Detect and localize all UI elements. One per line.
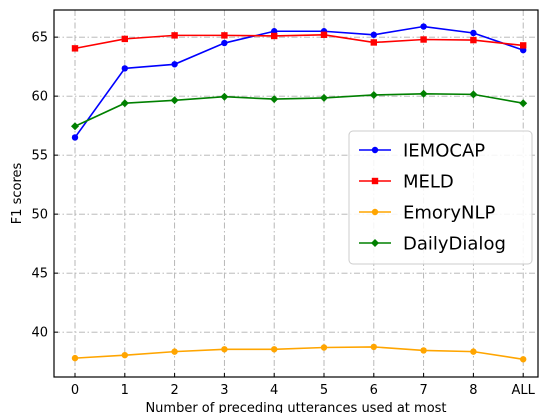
x-tick-label: 3 <box>220 383 228 398</box>
legend: IEMOCAP MELD EmoryNLP DailyDialog <box>348 130 533 265</box>
data-point-dailydialog <box>120 99 129 108</box>
data-point-iemocap <box>470 29 477 37</box>
x-tick-label: 6 <box>370 383 378 398</box>
y-axis-label: F1 scores <box>10 162 25 224</box>
y-tick-label: 45 <box>31 267 48 282</box>
y-tick-label: 40 <box>31 326 48 341</box>
y-tick-label: 60 <box>31 90 48 105</box>
data-point-meld <box>470 36 477 44</box>
series-dailydialog <box>71 89 528 131</box>
data-point-emorynlp <box>420 347 427 354</box>
series-layer <box>71 23 528 363</box>
data-point-dailydialog <box>469 90 478 99</box>
series-line-iemocap <box>74 25 524 138</box>
x-tick-label: 0 <box>71 383 79 398</box>
x-axis-label: Number of preceding utterances used at m… <box>145 401 446 413</box>
data-point-emorynlp <box>221 346 228 353</box>
legend-label-emorynlp: EmoryNLP <box>403 203 495 224</box>
data-point-meld <box>271 32 278 40</box>
data-point-dailydialog <box>71 122 79 131</box>
data-point-dailydialog <box>419 89 428 98</box>
data-point-dailydialog <box>519 99 528 108</box>
data-point-meld <box>121 35 128 43</box>
data-point-iemocap <box>121 65 128 72</box>
data-point-dailydialog <box>220 92 229 101</box>
data-point-dailydialog <box>369 90 378 99</box>
data-point-emorynlp <box>71 354 79 362</box>
data-point-meld <box>320 31 328 38</box>
data-point-dailydialog <box>270 95 279 104</box>
x-tick-label: 5 <box>320 383 328 398</box>
x-tick-label: ALL <box>512 383 536 398</box>
data-point-meld <box>420 36 427 43</box>
data-point-meld <box>171 32 178 39</box>
data-point-emorynlp <box>320 344 328 351</box>
data-point-meld <box>520 42 527 49</box>
data-point-iemocap <box>221 39 228 47</box>
legend-marker-emorynlp <box>371 208 379 216</box>
data-point-meld <box>71 45 79 52</box>
data-point-iemocap <box>420 23 427 30</box>
legend-marker-meld <box>371 177 379 185</box>
legend-label-iemocap: IEMOCAP <box>403 141 485 162</box>
legend-label-meld: MELD <box>403 172 454 193</box>
data-point-emorynlp <box>171 348 178 355</box>
data-point-emorynlp <box>121 351 128 359</box>
data-point-emorynlp <box>470 348 477 355</box>
plot-frame <box>53 9 539 378</box>
data-point-iemocap <box>71 134 79 141</box>
legend-box <box>348 130 533 265</box>
y-tick-label: 55 <box>31 149 48 164</box>
x-tick-label: 2 <box>170 383 178 398</box>
x-tick-label: 8 <box>469 383 477 398</box>
series-meld <box>71 31 527 52</box>
data-point-emorynlp <box>271 346 278 353</box>
series-emorynlp <box>71 343 527 363</box>
x-tick-label: 1 <box>121 383 129 398</box>
data-point-meld <box>221 32 228 39</box>
data-point-iemocap <box>171 61 178 68</box>
legend-label-dailydialog: DailyDialog <box>403 234 506 255</box>
x-tick-label: 4 <box>270 383 278 398</box>
series-line-meld <box>74 33 524 50</box>
data-point-dailydialog <box>320 93 328 102</box>
series-line-emorynlp <box>74 346 524 361</box>
data-point-emorynlp <box>370 343 377 351</box>
data-point-iemocap <box>370 31 377 38</box>
legend-marker-dailydialog <box>371 239 379 247</box>
data-point-emorynlp <box>520 356 527 363</box>
legend-marker-iemocap <box>371 146 379 154</box>
y-tick-label: 50 <box>31 208 48 223</box>
y-tick-label: 65 <box>31 31 48 46</box>
data-point-dailydialog <box>170 96 179 105</box>
data-point-meld <box>370 39 377 46</box>
x-tick-label: 7 <box>419 383 427 398</box>
series-iemocap <box>71 23 527 141</box>
series-line-dailydialog <box>74 92 524 127</box>
